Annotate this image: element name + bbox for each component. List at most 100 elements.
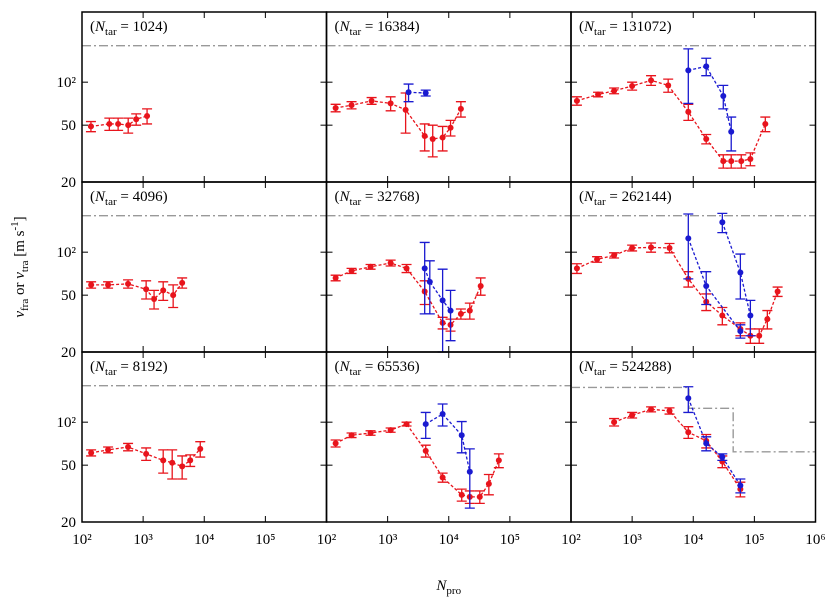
data-point [332, 440, 339, 447]
error-bar [437, 268, 448, 353]
data-point [179, 463, 186, 470]
data-point [738, 158, 745, 165]
data-point [403, 265, 410, 272]
data-point [703, 136, 710, 143]
title-part: = 262144) [606, 189, 672, 205]
data-point [495, 457, 502, 464]
data-point [629, 412, 636, 419]
title-part: N [583, 359, 595, 375]
data-point [143, 286, 150, 293]
data-point [144, 112, 151, 119]
series-line [424, 268, 452, 311]
data-point [573, 97, 580, 104]
panel-frame [570, 11, 817, 183]
data-point [457, 310, 464, 317]
data-point [728, 158, 735, 165]
data-point [466, 307, 473, 314]
data-point [762, 120, 769, 127]
data-point [405, 89, 412, 96]
data-point [88, 281, 95, 288]
data-point [367, 429, 374, 436]
label-part: ] [12, 216, 28, 221]
title-part: ( [90, 359, 95, 375]
error-bar [464, 448, 475, 509]
y-tick-label: 50 [61, 458, 76, 474]
error-bar [683, 48, 694, 105]
label-part: or [12, 279, 28, 299]
reference-line [571, 386, 816, 453]
title-part: tar [594, 196, 606, 208]
x-tick-label: 10⁶ [805, 532, 825, 548]
data-point [728, 128, 735, 135]
error-bar [683, 213, 694, 280]
data-point [439, 411, 446, 418]
data-point [648, 406, 655, 413]
error-bar [445, 289, 456, 342]
data-point [332, 104, 339, 111]
label-part: v [12, 272, 28, 279]
panel-title: (Ntar = 262144) [579, 189, 672, 208]
data-point [421, 132, 428, 139]
panel-title: (Ntar = 131072) [579, 19, 672, 38]
data-point [611, 252, 618, 259]
series-line [90, 115, 148, 128]
x-tick-label: 10⁴ [439, 532, 459, 548]
title-part: tar [105, 196, 117, 208]
title-part: ( [90, 189, 95, 205]
data-point [737, 269, 744, 276]
title-part: tar [594, 26, 606, 38]
data-point [594, 256, 601, 263]
x-tick-label: 10² [561, 532, 581, 548]
x-tick-label: 10³ [133, 532, 153, 548]
title-part: = 16384) [361, 19, 419, 35]
data-point [629, 83, 636, 90]
data-point [466, 468, 473, 475]
data-point [685, 67, 692, 74]
data-point [447, 124, 454, 131]
panel-frame [570, 351, 817, 523]
panel: 20 50 10² (Ntar = 1024) [57, 11, 328, 191]
title-part: tar [350, 196, 362, 208]
data-point [125, 280, 132, 287]
data-point [439, 474, 446, 481]
title-part: = 8192) [117, 359, 168, 375]
error-bar [735, 253, 746, 300]
panel: (Ntar = 131072) [570, 11, 817, 183]
title-part: ( [579, 189, 584, 205]
data-point [197, 445, 204, 452]
panel-title: (Ntar = 524288) [579, 359, 672, 378]
data-point [685, 429, 692, 436]
data-point [422, 421, 429, 428]
x-tick-label: 10⁴ [194, 532, 214, 548]
data-point [703, 440, 710, 447]
title-part: = 32768) [361, 189, 419, 205]
data-point [476, 493, 483, 500]
panel-frame [325, 11, 572, 183]
data-point [611, 419, 618, 426]
data-point [387, 259, 394, 266]
panel: 10² 10³ 10⁴ 10⁵ 10⁶ (Ntar = 524288) [561, 351, 826, 548]
title-part: = 4096) [117, 189, 168, 205]
title-part: ( [335, 19, 340, 35]
data-point [187, 457, 194, 464]
data-point [648, 244, 655, 251]
data-point [105, 446, 112, 453]
data-point [115, 120, 122, 127]
data-point [105, 281, 112, 288]
data-point [648, 77, 655, 84]
data-point [125, 122, 132, 129]
data-point [143, 450, 150, 457]
y-axis-label: vfra or vtra [m s-1] [9, 216, 31, 317]
title-part: ( [335, 359, 340, 375]
data-point [348, 102, 355, 109]
y-tick-label: 20 [61, 345, 76, 361]
x-tick-label: 10⁴ [683, 532, 703, 548]
data-point [774, 288, 781, 295]
panel-frame [81, 351, 328, 523]
title-part: tar [105, 366, 117, 378]
data-point [403, 421, 410, 428]
title-part: tar [594, 366, 606, 378]
data-point [170, 292, 177, 299]
data-point [611, 87, 618, 94]
series-line [576, 246, 779, 337]
